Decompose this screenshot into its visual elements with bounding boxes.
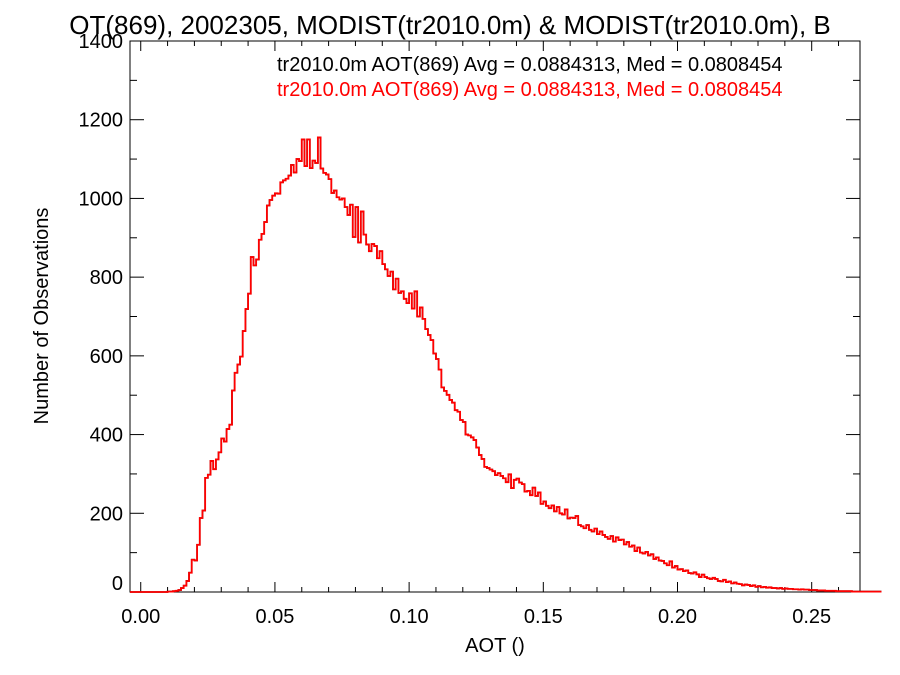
- x-tick-label: 0.00: [121, 606, 160, 628]
- x-tick-label: 0.15: [524, 606, 563, 628]
- legend-entry-2: tr2010.0m AOT(869) Avg = 0.0884313, Med …: [277, 79, 783, 101]
- x-tick-label: 0.10: [390, 606, 429, 628]
- y-axis: 0 200 400 600 800 1000 1200 1400: [79, 31, 860, 595]
- y-tick-label: 400: [90, 425, 123, 447]
- y-tick-label: 1200: [79, 110, 124, 132]
- y-tick-label: 200: [90, 503, 123, 525]
- series-2-histogram-line: [130, 136, 882, 593]
- legend-entry-1: tr2010.0m AOT(869) Avg = 0.0884313, Med …: [277, 54, 783, 76]
- series-1-histogram-line: [130, 136, 882, 593]
- y-tick-label: 800: [90, 267, 123, 289]
- x-tick-label: 0.25: [792, 606, 831, 628]
- plot-frame: [129, 40, 861, 593]
- y-tick-label: 1000: [79, 188, 124, 210]
- y-tick-label: 0: [112, 573, 123, 595]
- x-tick-label: 0.05: [255, 606, 294, 628]
- y-tick-label: 600: [90, 346, 123, 368]
- x-axis: 0.00 0.05 0.10 0.15 0.20 0.25: [121, 41, 840, 628]
- series-layer: [130, 136, 882, 593]
- y-tick-label: 1400: [79, 31, 124, 53]
- x-axis-label: AOT (): [465, 635, 525, 657]
- chart-title: OT(869), 2002305, MODIST(tr2010.0m) & MO…: [69, 10, 830, 40]
- x-tick-label: 0.20: [658, 606, 697, 628]
- y-axis-label: Number of Observations: [31, 208, 53, 425]
